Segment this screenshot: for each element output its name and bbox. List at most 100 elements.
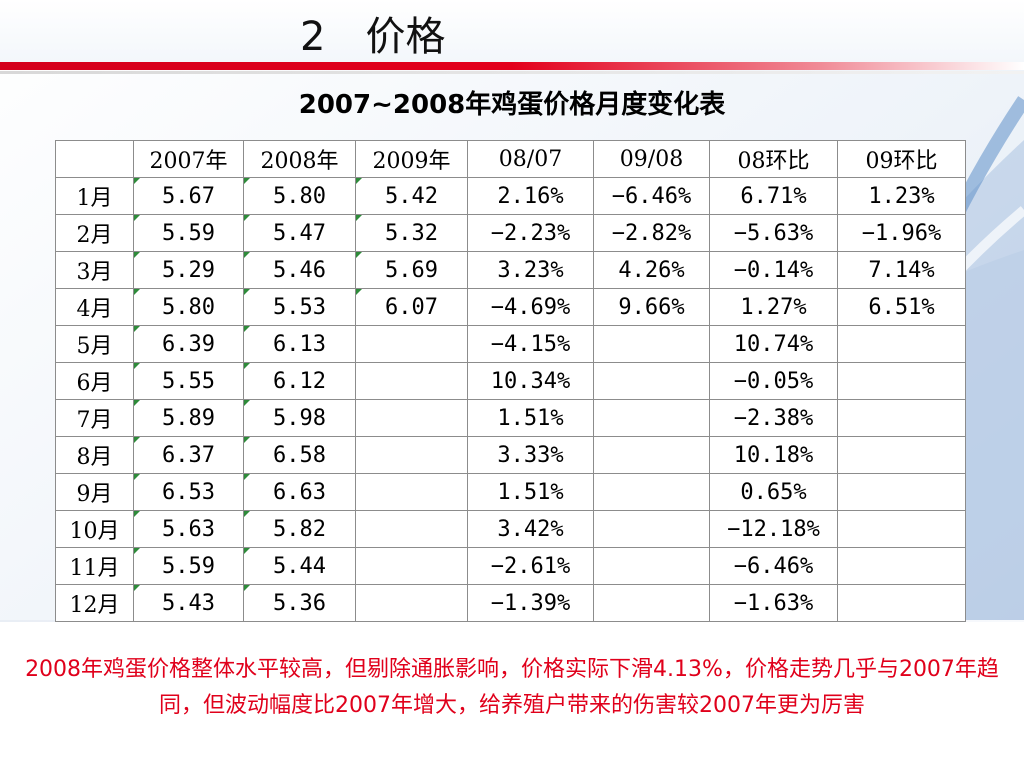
value-cell: 5.42 xyxy=(355,177,468,215)
month-cell: 3月 xyxy=(55,251,134,289)
value-cell: 5.55 xyxy=(133,362,244,400)
value-cell xyxy=(837,584,966,622)
value-cell xyxy=(593,547,710,585)
header-cell: 2008年 xyxy=(243,140,356,178)
value-cell: 10.34% xyxy=(467,362,594,400)
table-row: 12月 5.43 5.36 −1.39% −1.63% xyxy=(55,584,966,622)
value-cell: −1.39% xyxy=(467,584,594,622)
value-cell: 5.59 xyxy=(133,214,244,252)
value-cell: −0.14% xyxy=(709,251,838,289)
value-cell xyxy=(355,547,468,585)
header-cell: 2007年 xyxy=(133,140,244,178)
value-cell: 6.37 xyxy=(133,436,244,474)
table-row: 5月 6.39 6.13 −4.15% 10.74% xyxy=(55,325,966,363)
table-row: 8月 6.37 6.58 3.33% 10.18% xyxy=(55,436,966,474)
value-cell: 5.67 xyxy=(133,177,244,215)
value-cell: −1.96% xyxy=(837,214,966,252)
header-red-line xyxy=(0,62,1024,70)
month-cell: 2月 xyxy=(55,214,134,252)
header-cell: 08/07 xyxy=(467,140,594,178)
value-cell xyxy=(593,436,710,474)
value-cell xyxy=(837,325,966,363)
value-cell: 3.23% xyxy=(467,251,594,289)
value-cell: 5.63 xyxy=(133,510,244,548)
value-cell: 1.27% xyxy=(709,288,838,326)
header-cell: 08环比 xyxy=(709,140,838,178)
value-cell xyxy=(593,399,710,437)
value-cell: 1.51% xyxy=(467,473,594,511)
value-cell xyxy=(837,510,966,548)
value-cell xyxy=(837,473,966,511)
value-cell: 2.16% xyxy=(467,177,594,215)
value-cell: 5.80 xyxy=(243,177,356,215)
value-cell xyxy=(355,399,468,437)
value-cell: 6.71% xyxy=(709,177,838,215)
value-cell: 3.33% xyxy=(467,436,594,474)
value-cell: 10.18% xyxy=(709,436,838,474)
month-cell: 1月 xyxy=(55,177,134,215)
value-cell: 6.13 xyxy=(243,325,356,363)
header-cell: 09环比 xyxy=(837,140,966,178)
month-cell: 5月 xyxy=(55,325,134,363)
table-row: 1月 5.67 5.80 5.42 2.16% −6.46% 6.71% 1.23% xyxy=(55,177,966,215)
value-cell xyxy=(837,547,966,585)
value-cell: 6.63 xyxy=(243,473,356,511)
month-cell: 12月 xyxy=(55,584,134,622)
value-cell: 5.47 xyxy=(243,214,356,252)
value-cell: 5.43 xyxy=(133,584,244,622)
value-cell: 4.26% xyxy=(593,251,710,289)
value-cell xyxy=(355,510,468,548)
value-cell: 5.59 xyxy=(133,547,244,585)
value-cell: −1.63% xyxy=(709,584,838,622)
value-cell xyxy=(593,510,710,548)
value-cell: 5.46 xyxy=(243,251,356,289)
value-cell: 6.12 xyxy=(243,362,356,400)
table-row: 9月 6.53 6.63 1.51% 0.65% xyxy=(55,473,966,511)
value-cell: −0.05% xyxy=(709,362,838,400)
value-cell: 10.74% xyxy=(709,325,838,363)
month-cell: 8月 xyxy=(55,436,134,474)
price-table-container: 2007年 2008年 2009年 08/07 09/08 08环比 09环比 … xyxy=(55,140,966,622)
value-cell: −2.82% xyxy=(593,214,710,252)
value-cell xyxy=(593,362,710,400)
table-row: 10月 5.63 5.82 3.42% −12.18% xyxy=(55,510,966,548)
value-cell xyxy=(593,325,710,363)
value-cell: −2.38% xyxy=(709,399,838,437)
month-cell: 7月 xyxy=(55,399,134,437)
value-cell: 0.65% xyxy=(709,473,838,511)
value-cell xyxy=(837,436,966,474)
value-cell xyxy=(837,399,966,437)
header-cell: 2009年 xyxy=(355,140,468,178)
value-cell: 5.98 xyxy=(243,399,356,437)
value-cell: 6.51% xyxy=(837,288,966,326)
month-cell: 11月 xyxy=(55,547,134,585)
value-cell: −12.18% xyxy=(709,510,838,548)
value-cell xyxy=(355,362,468,400)
value-cell xyxy=(355,473,468,511)
value-cell: −2.61% xyxy=(467,547,594,585)
table-row: 4月 5.80 5.53 6.07 −4.69% 9.66% 1.27% 6.51% xyxy=(55,288,966,326)
month-cell: 6月 xyxy=(55,362,134,400)
value-cell: 5.44 xyxy=(243,547,356,585)
slide-title: 2 价格 xyxy=(300,14,446,60)
month-cell: 9月 xyxy=(55,473,134,511)
value-cell: 5.53 xyxy=(243,288,356,326)
value-cell: 5.29 xyxy=(133,251,244,289)
value-cell xyxy=(837,362,966,400)
value-cell: 1.51% xyxy=(467,399,594,437)
value-cell: 5.32 xyxy=(355,214,468,252)
value-cell: 5.89 xyxy=(133,399,244,437)
header-cell: 09/08 xyxy=(593,140,710,178)
header-gray-line xyxy=(0,71,1024,74)
value-cell xyxy=(355,584,468,622)
value-cell: 5.36 xyxy=(243,584,356,622)
month-cell: 4月 xyxy=(55,288,134,326)
value-cell: −4.69% xyxy=(467,288,594,326)
value-cell: −6.46% xyxy=(709,547,838,585)
value-cell: 5.69 xyxy=(355,251,468,289)
value-cell: 3.42% xyxy=(467,510,594,548)
value-cell: 6.39 xyxy=(133,325,244,363)
value-cell: 9.66% xyxy=(593,288,710,326)
header-cell xyxy=(55,140,134,178)
value-cell: −5.63% xyxy=(709,214,838,252)
